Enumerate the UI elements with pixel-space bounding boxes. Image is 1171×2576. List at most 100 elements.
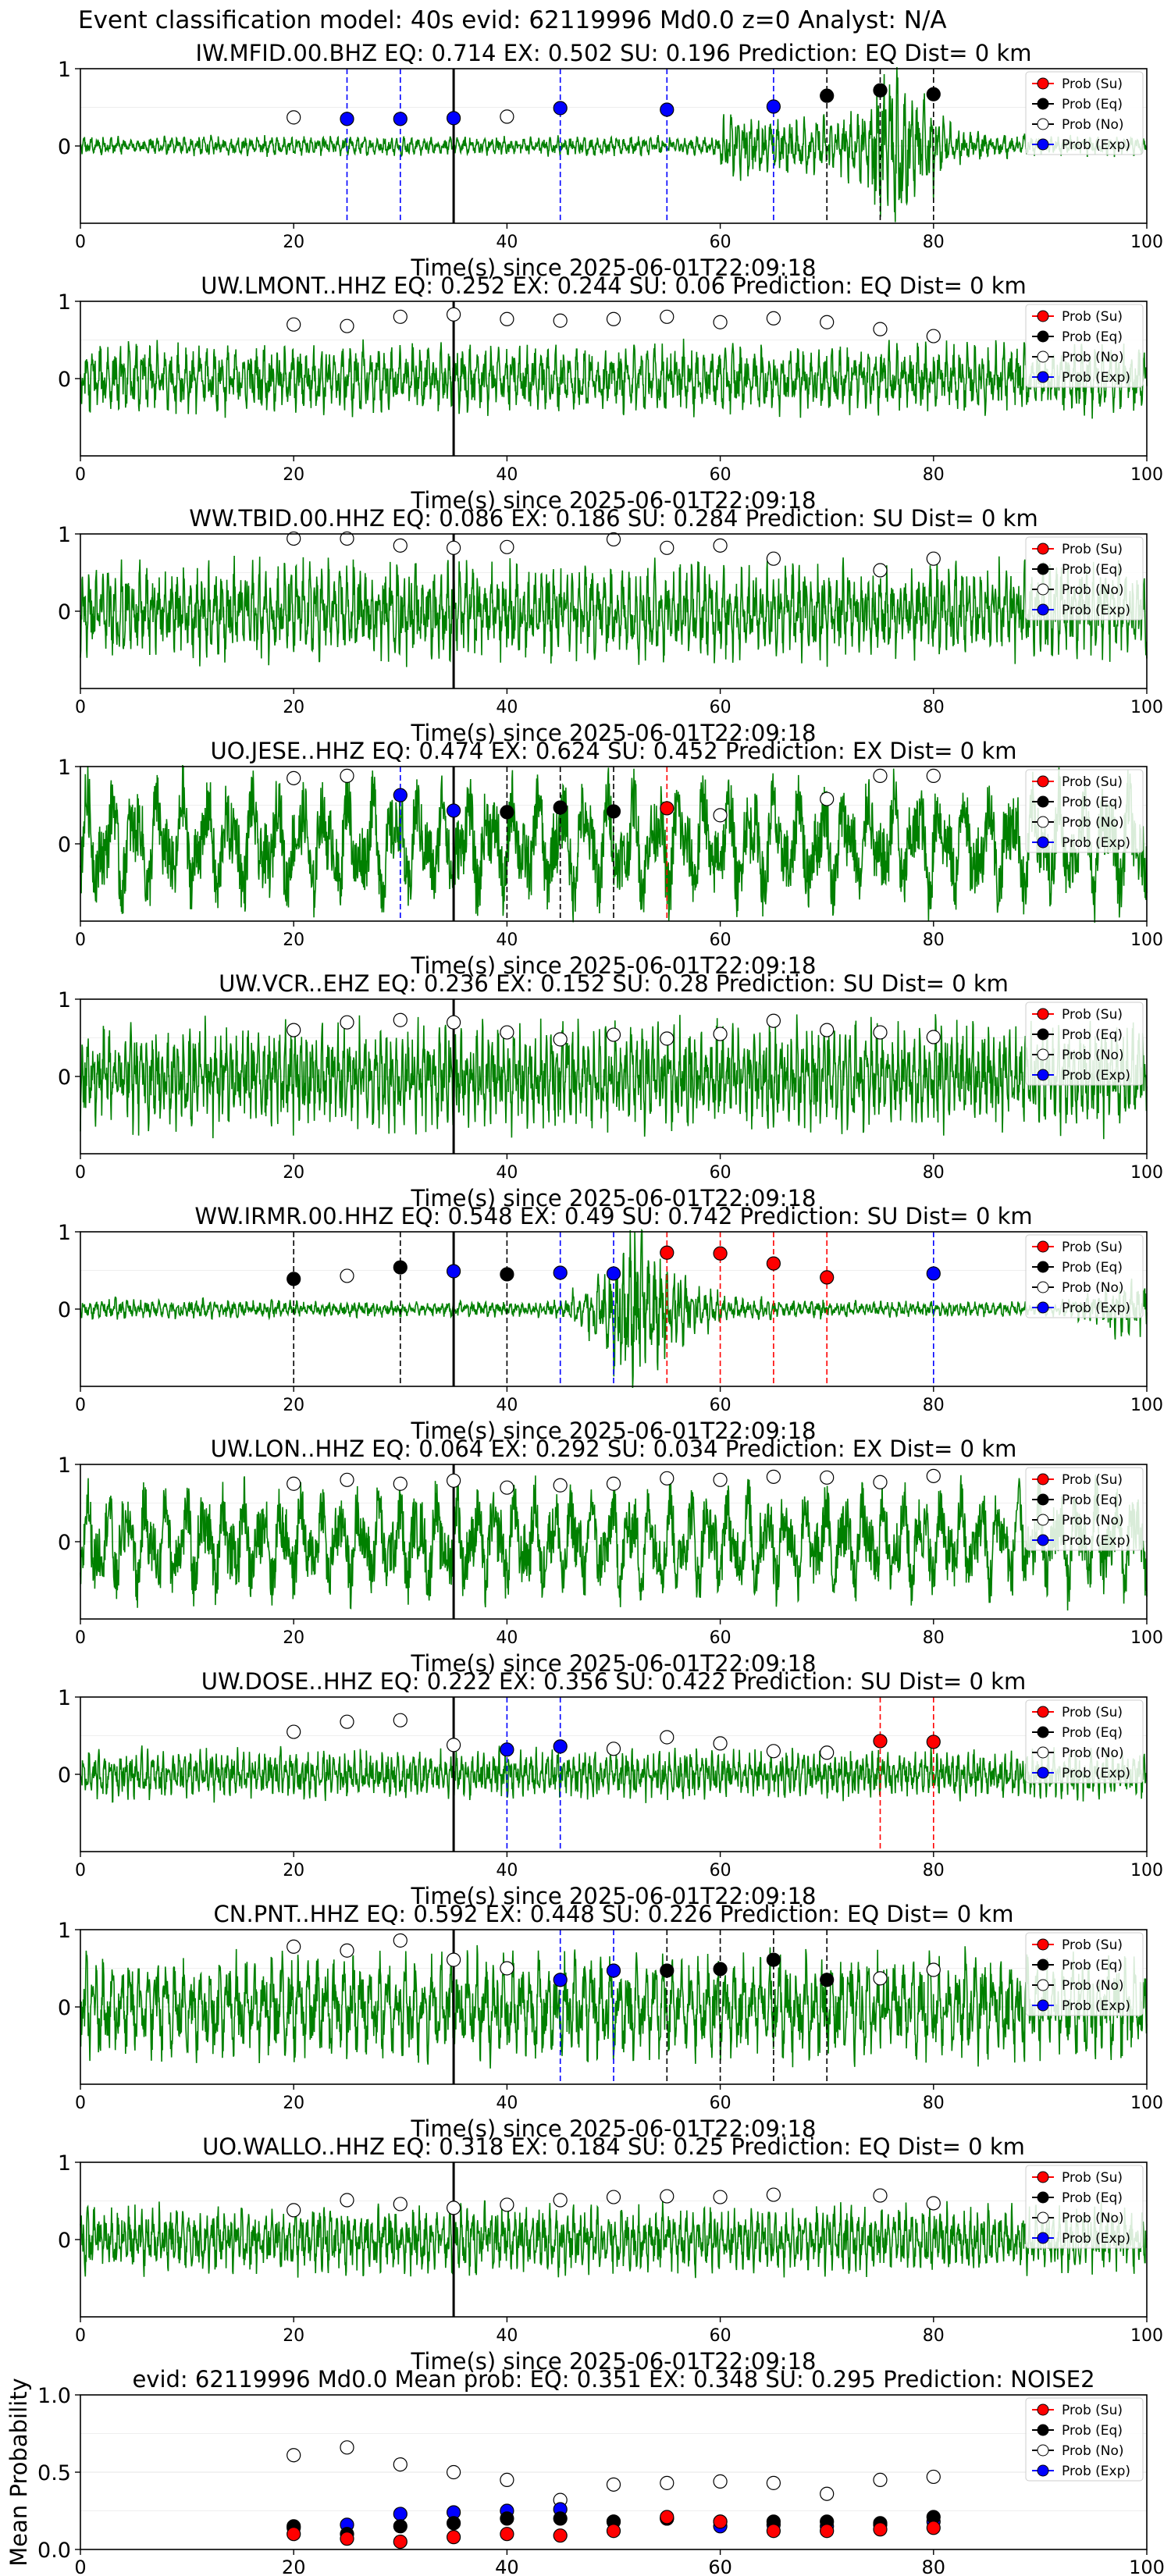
x-tick-label: 20 [283, 1396, 304, 1415]
prob-marker-no [660, 1471, 674, 1485]
legend-marker-su [1037, 1240, 1049, 1253]
prob-marker-exp [926, 1266, 941, 1281]
x-tick-label: 60 [710, 1163, 731, 1183]
prob-marker-no [606, 2190, 621, 2204]
prob-marker-su [926, 1735, 941, 1749]
x-tick-label: 40 [496, 465, 518, 485]
mean-prob-marker-su [340, 2532, 354, 2546]
legend-label-su: Prob (Su) [1062, 1705, 1123, 1720]
prob-marker-no [446, 540, 461, 555]
legend-marker-eq [1037, 2424, 1049, 2436]
prob-marker-no [606, 532, 621, 547]
x-tick-label: 0 [75, 233, 86, 252]
prob-marker-no [873, 1475, 888, 1489]
prob-marker-eq [926, 87, 941, 101]
prob-marker-no [713, 1026, 728, 1041]
legend-label-su: Prob (Su) [1062, 1472, 1123, 1488]
prob-marker-no [766, 1469, 781, 1484]
prob-marker-no [766, 1013, 781, 1028]
y-axis-label: Mean Probability [5, 2378, 32, 2567]
waveform-trace [80, 555, 1148, 667]
legend-label-no: Prob (No) [1062, 2211, 1124, 2226]
x-tick-label: 40 [496, 930, 518, 950]
prob-marker-eq [500, 1267, 514, 1282]
waveform-trace [80, 1745, 1148, 1803]
mean-prob-marker-no [393, 2457, 408, 2472]
x-tick-label: 0 [75, 2094, 86, 2113]
x-tick-label: 60 [710, 233, 731, 252]
mean-prob-marker-su [446, 2530, 461, 2545]
legend-box [1025, 1467, 1144, 1551]
prob-marker-no [820, 792, 835, 806]
prob-marker-no [926, 551, 941, 566]
legend-box [1025, 1002, 1144, 1086]
y-tick-label: 1 [58, 1453, 71, 1478]
legend-label-su: Prob (Su) [1062, 774, 1123, 790]
prob-marker-no [393, 2197, 408, 2211]
prob-marker-no [500, 109, 514, 124]
x-tick-label: 80 [923, 698, 945, 717]
legend-label-exp: Prob (Exp) [1062, 1300, 1130, 1316]
y-tick-label: 1 [58, 523, 71, 547]
prob-marker-no [287, 1724, 301, 1739]
legend-label-eq: Prob (Eq) [1062, 1958, 1123, 1973]
legend-label-su: Prob (Su) [1062, 1937, 1123, 1953]
panel-title: UW.VCR..EHZ EQ: 0.236 EX: 0.152 SU: 0.28… [219, 970, 1009, 997]
prob-marker-eq [766, 1952, 781, 1967]
x-tick-label: 60 [710, 698, 731, 717]
x-axis-label: Time(s) since 2025-06-01T22:09:18 [411, 1650, 817, 1677]
legend-box [1025, 2165, 1144, 2249]
x-tick-label: 80 [923, 233, 945, 252]
legend-label-su: Prob (Su) [1062, 2170, 1123, 2186]
legend-marker-eq [1037, 1959, 1049, 1971]
prob-marker-no [873, 1971, 888, 1986]
x-tick-label: 100 [1130, 1861, 1163, 1880]
prob-marker-eq [393, 1260, 408, 1275]
legend-label-su: Prob (Su) [1062, 76, 1123, 92]
prob-marker-no [606, 1027, 621, 1042]
prob-marker-exp [393, 112, 408, 126]
x-tick-label: 20 [283, 2094, 304, 2113]
y-tick-label: 0 [58, 1066, 71, 1090]
waveform-trace [80, 1944, 1148, 2069]
prob-marker-no [820, 1023, 835, 1037]
x-axis-label: Time(s) since 2025-06-01T22:09:18 [411, 1418, 817, 1444]
x-axis-label: Time(s) since 2025-06-01T22:09:18 [411, 1185, 817, 1212]
legend-marker-no [1037, 2444, 1049, 2457]
x-tick-label: 20 [283, 698, 304, 717]
prob-marker-exp [606, 1266, 621, 1281]
mean-prob-marker-su [500, 2527, 514, 2542]
prob-marker-eq [820, 1973, 835, 1987]
legend-label-no: Prob (No) [1062, 1048, 1124, 1063]
mean-prob-marker-no [713, 2474, 728, 2489]
x-tick-label: 40 [495, 2556, 519, 2576]
x-tick-label: 100 [1130, 1628, 1163, 1648]
legend-marker-no [1037, 1048, 1049, 1061]
panel-title: UO.WALLO..HHZ EQ: 0.318 EX: 0.184 SU: 0.… [202, 2133, 1025, 2160]
x-tick-label: 0 [75, 1163, 86, 1183]
prob-marker-no [660, 1730, 674, 1745]
mean-prob-marker-su [873, 2522, 888, 2537]
y-tick-label: 1 [58, 58, 71, 82]
prob-marker-exp [553, 101, 568, 116]
y-tick-label: 1 [58, 290, 71, 315]
panel-title: CN.PNT..HHZ EQ: 0.592 EX: 0.448 SU: 0.22… [214, 1901, 1014, 1927]
prob-marker-no [713, 538, 728, 553]
prob-marker-no [340, 1472, 354, 1487]
prob-marker-no [926, 1468, 941, 1483]
prob-marker-no [500, 1480, 514, 1495]
x-tick-label: 40 [496, 2094, 518, 2113]
mean-prob-marker-no [446, 2464, 461, 2480]
legend-label-no: Prob (No) [1062, 815, 1124, 831]
prob-marker-su [766, 1256, 781, 1271]
mean-prob-marker-su [820, 2524, 835, 2539]
x-tick-label: 100 [1130, 1396, 1163, 1415]
legend-marker-exp [1037, 1069, 1049, 1081]
panel-title: evid: 62119996 Md0.0 Mean prob: EQ: 0.35… [132, 2366, 1094, 2393]
prob-marker-no [500, 1025, 514, 1040]
mean-prob-marker-su [287, 2527, 301, 2542]
prob-marker-exp [606, 1963, 621, 1978]
x-tick-label: 80 [922, 2556, 946, 2576]
prob-marker-no [287, 1476, 301, 1491]
legend-marker-su [1037, 543, 1049, 555]
